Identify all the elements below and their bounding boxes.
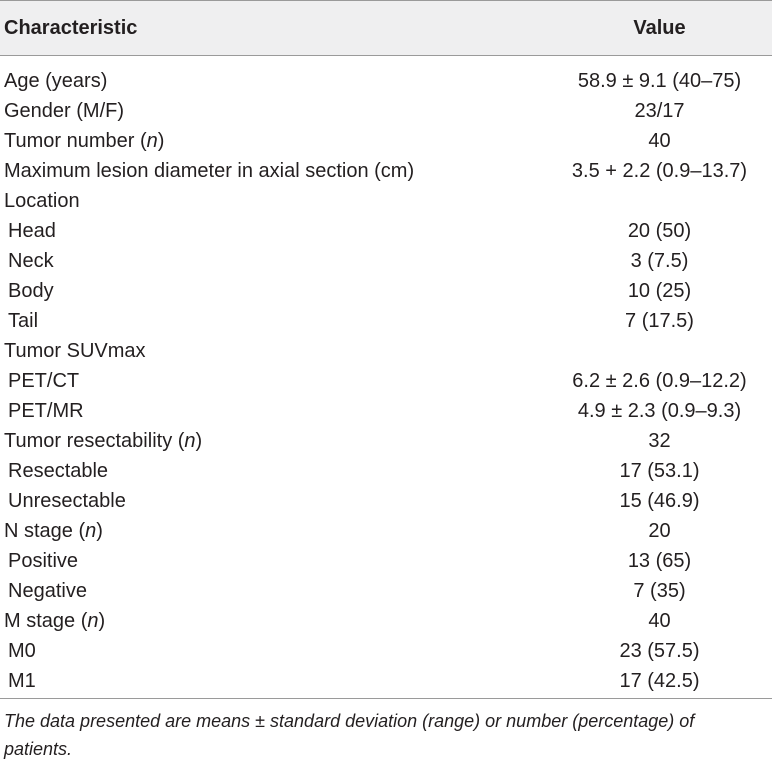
table-row: Head 20 (50) bbox=[0, 218, 772, 248]
table-row: M stage (n) 40 bbox=[0, 608, 772, 638]
table-header: Characteristic Value bbox=[0, 0, 772, 56]
row-value: 3 (7.5) bbox=[630, 250, 689, 272]
table-row: Gender (M/F) 23/17 bbox=[0, 98, 772, 128]
table-row: N stage (n) 20 bbox=[0, 518, 772, 548]
row-value: 3.5 + 2.2 (0.9–13.7) bbox=[571, 160, 748, 182]
row-label: Tumor resectability (n) bbox=[4, 430, 203, 452]
row-value: 17 (42.5) bbox=[619, 670, 700, 692]
row-value: 6.2 ± 2.6 (0.9–12.2) bbox=[572, 370, 747, 392]
row-value: 32 bbox=[648, 430, 671, 452]
row-label: N stage (n) bbox=[4, 520, 103, 542]
row-value: 10 (25) bbox=[627, 280, 692, 302]
row-label: Tumor SUVmax bbox=[4, 340, 146, 362]
table-row: Unresectable 15 (46.9) bbox=[0, 488, 772, 518]
table-row: Tumor resectability (n) 32 bbox=[0, 428, 772, 458]
row-label: M1 bbox=[8, 670, 36, 692]
row-label: Negative bbox=[8, 580, 87, 602]
table-row: Maximum lesion diameter in axial section… bbox=[0, 158, 772, 188]
row-label: PET/CT bbox=[8, 370, 80, 392]
row-value: 20 bbox=[648, 520, 671, 542]
row-value: 17 (53.1) bbox=[619, 460, 700, 482]
row-label: PET/MR bbox=[8, 400, 84, 422]
table-row: Tail 7 (17.5) bbox=[0, 308, 772, 338]
table-row: Age (years) 58.9 ± 9.1 (40–75) bbox=[0, 68, 772, 98]
table-bottom-rule bbox=[0, 698, 772, 699]
row-label: M0 bbox=[8, 640, 36, 662]
row-label: Location bbox=[4, 190, 80, 212]
row-label: Positive bbox=[8, 550, 79, 572]
row-value: 4.9 ± 2.3 (0.9–9.3) bbox=[577, 400, 742, 422]
table-body: Age (years) 58.9 ± 9.1 (40–75) Gender (M/… bbox=[0, 68, 772, 698]
table-row: Positive 13 (65) bbox=[0, 548, 772, 578]
table-row: PET/CT 6.2 ± 2.6 (0.9–12.2) bbox=[0, 368, 772, 398]
table-row: Neck 3 (7.5) bbox=[0, 248, 772, 278]
row-value: 23 (57.5) bbox=[619, 640, 700, 662]
table-row: PET/MR 4.9 ± 2.3 (0.9–9.3) bbox=[0, 398, 772, 428]
row-value: 15 (46.9) bbox=[619, 490, 700, 512]
table-footnote: The data presented are means ± standard … bbox=[4, 711, 695, 759]
row-label: Neck bbox=[8, 250, 54, 272]
row-label: Unresectable bbox=[8, 490, 126, 512]
row-label: Resectable bbox=[8, 460, 109, 482]
row-value: 13 (65) bbox=[627, 550, 692, 572]
row-value: 40 bbox=[648, 610, 671, 632]
header-characteristic: Characteristic bbox=[4, 17, 138, 39]
row-label: Head bbox=[8, 220, 56, 242]
row-label: Body bbox=[8, 280, 54, 302]
table-row: Body 10 (25) bbox=[0, 278, 772, 308]
table-row: Tumor number (n) 40 bbox=[0, 128, 772, 158]
row-value: 7 (17.5) bbox=[625, 310, 694, 332]
table-row: Negative 7 (35) bbox=[0, 578, 772, 608]
table-row: Resectable 17 (53.1) bbox=[0, 458, 772, 488]
row-label: Age (years) bbox=[4, 70, 108, 92]
row-label: Tumor number (n) bbox=[4, 130, 165, 152]
row-value: 58.9 ± 9.1 (40–75) bbox=[577, 70, 742, 92]
table-row: Tumor SUVmax bbox=[0, 338, 772, 368]
row-value: 7 (35) bbox=[633, 580, 686, 602]
row-value: 40 bbox=[648, 130, 671, 152]
row-label: Tail bbox=[8, 310, 39, 332]
header-value: Value bbox=[633, 17, 686, 39]
table-row: Location bbox=[0, 188, 772, 218]
table-row: M1 17 (42.5) bbox=[0, 668, 772, 698]
row-value: 20 (50) bbox=[627, 220, 692, 242]
row-label: Gender (M/F) bbox=[4, 100, 125, 122]
row-label: M stage (n) bbox=[4, 610, 106, 632]
row-label: Maximum lesion diameter in axial section… bbox=[4, 160, 415, 182]
row-value: 23/17 bbox=[634, 100, 685, 122]
table-row: M0 23 (57.5) bbox=[0, 638, 772, 668]
